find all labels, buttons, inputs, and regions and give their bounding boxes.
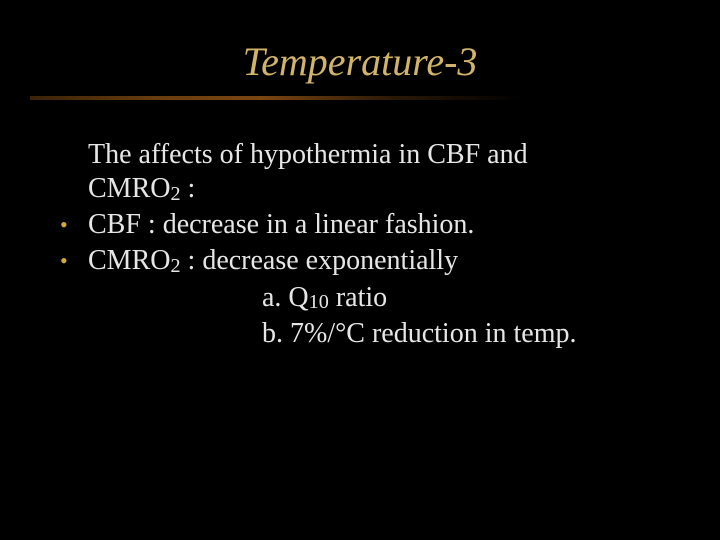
bullet-row: • CMRO2 : decrease exponentially	[54, 244, 670, 278]
intro-line2-suffix: :	[181, 173, 196, 204]
intro-text: The affects of hypothermia in CBF and CM…	[88, 138, 670, 206]
sub-item: b. 7%/°C reduction in temp.	[262, 317, 670, 351]
intro-line1: The affects of hypothermia in CBF and	[88, 139, 528, 170]
title-underline	[30, 96, 690, 100]
slide-title: Temperature-3	[0, 38, 720, 85]
bullet2-sub: 2	[170, 255, 180, 277]
intro-line2-sub: 2	[170, 183, 180, 205]
bullet2-prefix: CMRO	[88, 245, 170, 276]
sub1-suffix: ratio	[329, 282, 387, 313]
bullet-icon: •	[54, 208, 88, 242]
slide: Temperature-3 The affects of hypothermia…	[0, 0, 720, 540]
bullet-text: CMRO2 : decrease exponentially	[88, 244, 670, 278]
sub1-sub: 10	[309, 291, 329, 313]
bullet2-suffix: : decrease exponentially	[181, 245, 459, 276]
bullet-row: • CBF : decrease in a linear fashion.	[54, 208, 670, 242]
sub-item: a. Q10 ratio	[262, 281, 670, 315]
intro-line2-prefix: CMRO	[88, 173, 170, 204]
sub1-prefix: a. Q	[262, 282, 309, 313]
slide-body: The affects of hypothermia in CBF and CM…	[54, 138, 670, 351]
bullet-icon: •	[54, 244, 88, 278]
bullet-text: CBF : decrease in a linear fashion.	[88, 208, 670, 242]
